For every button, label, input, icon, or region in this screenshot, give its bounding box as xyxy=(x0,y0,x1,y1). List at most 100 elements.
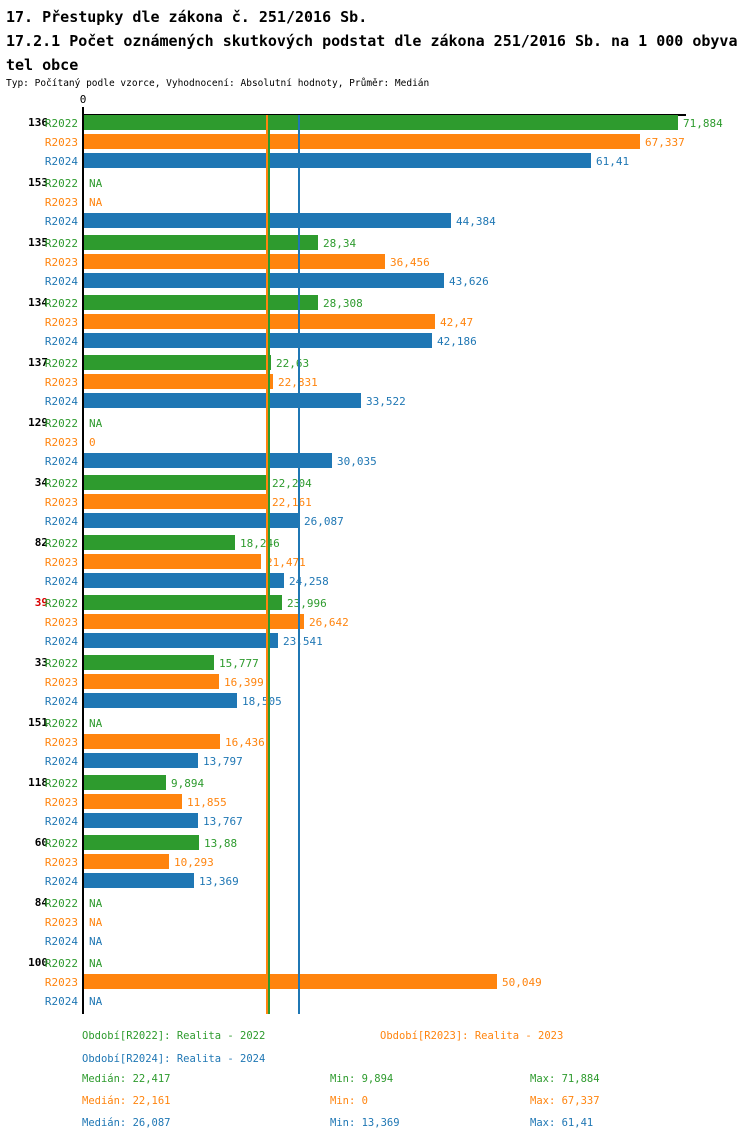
bar-60-R2022 xyxy=(84,835,199,850)
bar-33-R2022 xyxy=(84,655,214,670)
value-label-34-R2022: 22,204 xyxy=(272,477,312,490)
series-label-39-R2024: R2024 xyxy=(44,635,78,648)
bar-134-R2023 xyxy=(84,314,435,329)
value-label-82-R2022: 18,246 xyxy=(240,537,280,550)
series-label-82-R2024: R2024 xyxy=(44,575,78,588)
series-label-129-R2024: R2024 xyxy=(44,455,78,468)
bar-135-R2022 xyxy=(84,235,318,250)
value-label-34-R2023: 22,161 xyxy=(272,496,312,509)
value-label-137-R2024: 33,522 xyxy=(366,395,406,408)
value-label-151-R2022: NA xyxy=(89,717,103,730)
category-label-84: 84 xyxy=(34,896,48,909)
series-label-84-R2023: R2023 xyxy=(44,916,78,929)
series-label-153-R2024: R2024 xyxy=(44,215,78,228)
value-label-151-R2024: 13,797 xyxy=(203,755,243,768)
series-label-135-R2024: R2024 xyxy=(44,275,78,288)
bar-151-R2023 xyxy=(84,734,220,749)
value-label-100-R2022: NA xyxy=(89,957,103,970)
value-label-82-R2023: 21,471 xyxy=(266,556,306,569)
value-label-33-R2023: 16,399 xyxy=(224,676,264,689)
value-label-118-R2024: 13,767 xyxy=(203,815,243,828)
series-label-118-R2023: R2023 xyxy=(44,796,78,809)
stat-max-2024: Max: 61,41 xyxy=(530,1117,594,1129)
legend-item-2022: Období[R2022]: Realita - 2022 xyxy=(82,1030,266,1042)
series-label-34-R2022: R2022 xyxy=(44,477,78,490)
value-label-118-R2022: 9,894 xyxy=(171,777,205,790)
value-label-118-R2023: 11,855 xyxy=(187,796,227,809)
series-label-136-R2022: R2022 xyxy=(44,117,78,130)
series-label-137-R2022: R2022 xyxy=(44,357,78,370)
series-label-82-R2022: R2022 xyxy=(44,537,78,550)
bar-151-R2024 xyxy=(84,753,198,768)
series-label-153-R2023: R2023 xyxy=(44,196,78,209)
series-label-136-R2023: R2023 xyxy=(44,136,78,149)
series-label-151-R2022: R2022 xyxy=(44,717,78,730)
chart-title: 17. Přestupky dle zákona č. 251/2016 Sb. xyxy=(6,8,368,26)
bar-137-R2023 xyxy=(84,374,273,389)
bar-134-R2024 xyxy=(84,333,432,348)
axis-zero-label: 0 xyxy=(79,93,87,106)
stat-min-2024: Min: 13,369 xyxy=(330,1117,400,1129)
bar-82-R2022 xyxy=(84,535,235,550)
median-line-R2023 xyxy=(266,115,268,1014)
bar-chart-plot-area: 0 136 R2022 71,884 R2023 67,337 R2024 61,41 153… xyxy=(0,93,750,1019)
stat-max-2023: Max: 67,337 xyxy=(530,1095,600,1107)
category-label-135: 135 xyxy=(28,236,48,249)
stat-median-2024: Medián: 26,087 xyxy=(82,1117,171,1129)
series-label-153-R2022: R2022 xyxy=(44,177,78,190)
value-label-60-R2023: 10,293 xyxy=(174,856,214,869)
category-label-134: 134 xyxy=(28,296,48,309)
stat-median-2022: Medián: 22,417 xyxy=(82,1073,171,1085)
series-label-136-R2024: R2024 xyxy=(44,155,78,168)
median-line-R2024 xyxy=(298,115,300,1014)
median-line-R2022 xyxy=(268,115,270,1014)
bar-39-R2022 xyxy=(84,595,282,610)
value-label-137-R2022: 22,63 xyxy=(276,357,310,370)
legend-item-2024: Období[R2024]: Realita - 2024 xyxy=(82,1053,266,1065)
bar-60-R2024 xyxy=(84,873,194,888)
stat-min-2022: Min: 9,894 xyxy=(330,1073,394,1085)
legend-item-2023: Období[R2023]: Realita - 2023 xyxy=(380,1030,564,1042)
value-label-129-R2023: 0 xyxy=(89,436,96,449)
value-label-134-R2023: 42,47 xyxy=(440,316,474,329)
category-label-33: 33 xyxy=(34,656,48,669)
bar-34-R2024 xyxy=(84,513,299,528)
value-label-100-R2024: NA xyxy=(89,995,103,1008)
value-label-134-R2022: 28,308 xyxy=(323,297,363,310)
category-label-151: 151 xyxy=(28,716,48,729)
category-label-153: 153 xyxy=(28,176,48,189)
series-label-129-R2022: R2022 xyxy=(44,417,78,430)
series-label-135-R2023: R2023 xyxy=(44,256,78,269)
bar-135-R2023 xyxy=(84,254,385,269)
value-label-82-R2024: 24,258 xyxy=(289,575,329,588)
bar-34-R2022 xyxy=(84,475,267,490)
bar-82-R2023 xyxy=(84,554,261,569)
series-label-118-R2024: R2024 xyxy=(44,815,78,828)
series-label-60-R2024: R2024 xyxy=(44,875,78,888)
series-label-33-R2022: R2022 xyxy=(44,657,78,670)
value-label-84-R2024: NA xyxy=(89,935,103,948)
value-label-129-R2024: 30,035 xyxy=(337,455,377,468)
value-label-137-R2023: 22,831 xyxy=(278,376,318,389)
bar-39-R2024 xyxy=(84,633,278,648)
value-label-39-R2023: 26,642 xyxy=(309,616,349,629)
value-label-84-R2022: NA xyxy=(89,897,103,910)
series-label-84-R2022: R2022 xyxy=(44,897,78,910)
value-label-135-R2023: 36,456 xyxy=(390,256,430,269)
series-label-100-R2022: R2022 xyxy=(44,957,78,970)
value-label-136-R2024: 61,41 xyxy=(596,155,630,168)
category-label-137: 137 xyxy=(28,356,48,369)
chart-subtitle: 17.2.1 Počet oznámených skutkových podst… xyxy=(6,32,738,74)
series-label-135-R2022: R2022 xyxy=(44,237,78,250)
bar-118-R2023 xyxy=(84,794,182,809)
bar-135-R2024 xyxy=(84,273,444,288)
series-label-151-R2024: R2024 xyxy=(44,755,78,768)
value-label-135-R2024: 43,626 xyxy=(449,275,489,288)
series-label-33-R2024: R2024 xyxy=(44,695,78,708)
series-label-100-R2024: R2024 xyxy=(44,995,78,1008)
bar-137-R2022 xyxy=(84,355,271,370)
bar-60-R2023 xyxy=(84,854,169,869)
bar-100-R2023 xyxy=(84,974,497,989)
series-label-100-R2023: R2023 xyxy=(44,976,78,989)
